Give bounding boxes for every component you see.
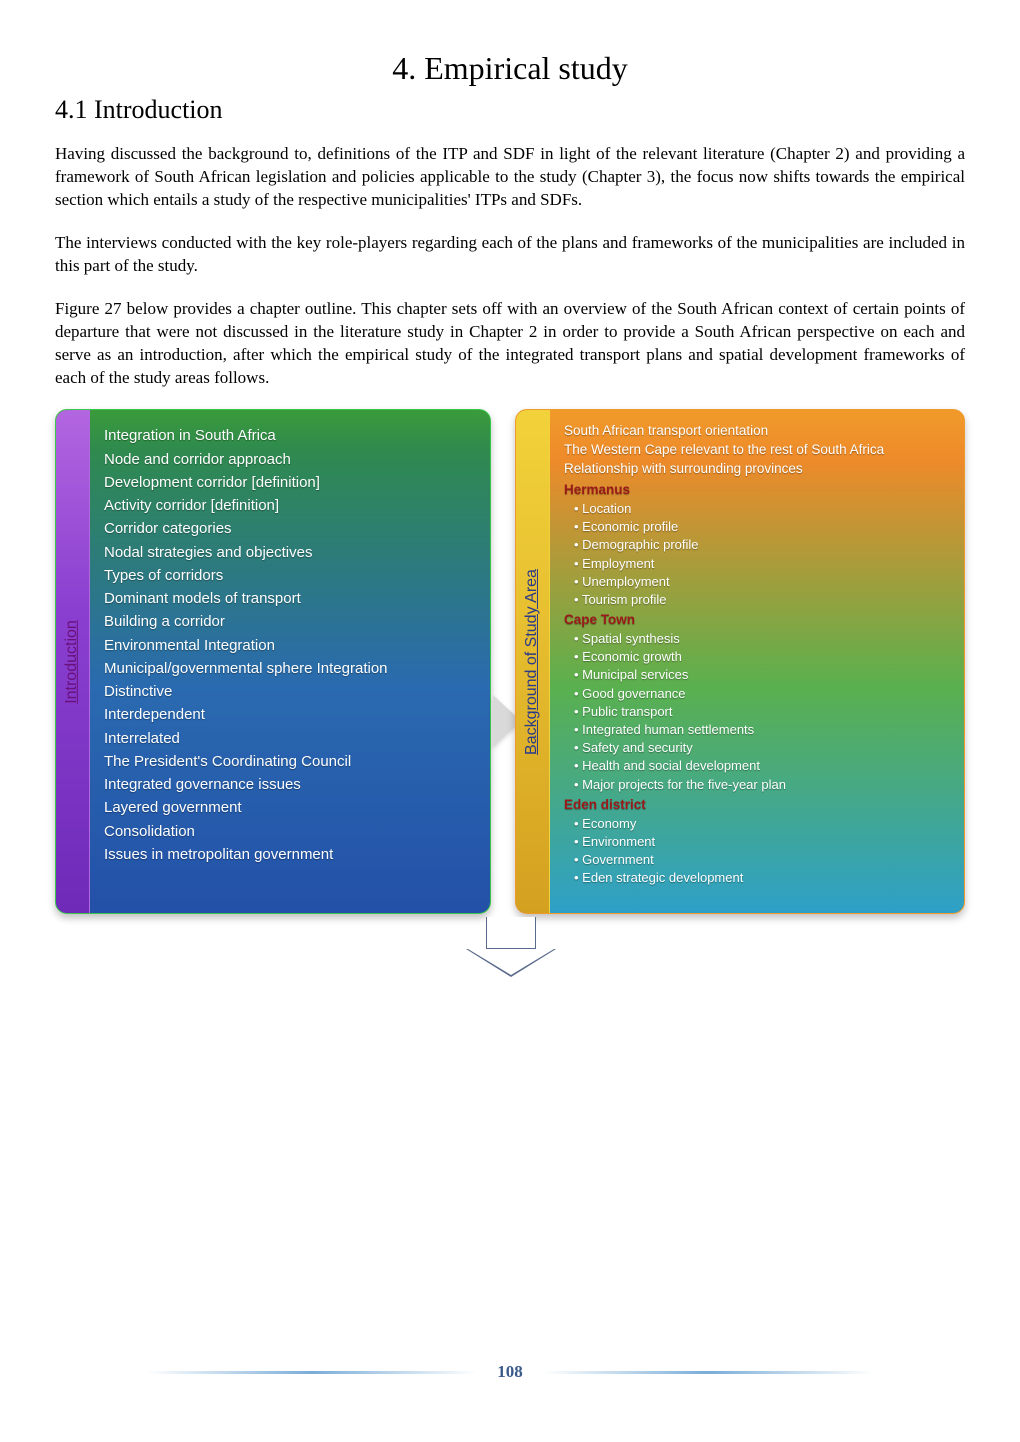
intro-item: Development corridor [definition] <box>104 471 480 494</box>
bg-bullet: • Economic profile <box>564 518 954 536</box>
bg-bullet: • Economy <box>564 815 954 833</box>
bg-bullet: • Environment <box>564 833 954 851</box>
bg-bullet: • Safety and security <box>564 739 954 757</box>
intro-item: Interdependent <box>104 703 480 726</box>
intro-item: Layered government <box>104 796 480 819</box>
intro-item: Interrelated <box>104 727 480 750</box>
bg-bullet: • Integrated human settlements <box>564 721 954 739</box>
intro-item: Dominant models of transport <box>104 587 480 610</box>
outline-diagram: Introduction Integration in South Africa… <box>55 409 965 969</box>
background-tab-label: Background of Study Area <box>523 569 541 755</box>
bg-bullet: • Government <box>564 851 954 869</box>
intro-item: Distinctive <box>104 680 480 703</box>
background-card: Background of Study Area South African t… <box>515 409 965 914</box>
bg-bullet: • Health and social development <box>564 757 954 775</box>
paragraph-1: Having discussed the background to, defi… <box>55 143 965 212</box>
intro-item: Municipal/governmental sphere Integratio… <box>104 657 480 680</box>
bg-section-heading: Hermanus <box>564 481 954 500</box>
bg-bullet: • Unemployment <box>564 573 954 591</box>
bg-bullet: • Demographic profile <box>564 536 954 554</box>
arrow-down-icon <box>451 917 571 979</box>
introduction-card-body: Integration in South Africa Node and cor… <box>104 424 480 866</box>
bg-intro-line: The Western Cape relevant to the rest of… <box>564 441 954 460</box>
bg-bullet: • Spatial synthesis <box>564 630 954 648</box>
introduction-card: Introduction Integration in South Africa… <box>55 409 491 914</box>
section-title: 4.1 Introduction <box>55 95 965 125</box>
intro-item: Activity corridor [definition] <box>104 494 480 517</box>
bg-bullet: • Eden strategic development <box>564 869 954 887</box>
intro-item: Consolidation <box>104 820 480 843</box>
bg-bullet: • Good governance <box>564 685 954 703</box>
intro-item: Corridor categories <box>104 517 480 540</box>
bg-bullet: • Tourism profile <box>564 591 954 609</box>
footer-divider-right <box>543 1371 873 1374</box>
background-card-body: South African transport orientation The … <box>564 422 954 887</box>
bg-bullet: • Public transport <box>564 703 954 721</box>
introduction-tab: Introduction <box>55 409 90 914</box>
intro-item: Building a corridor <box>104 610 480 633</box>
background-tab: Background of Study Area <box>515 409 550 914</box>
intro-item: The President's Coordinating Council <box>104 750 480 773</box>
intro-item: Node and corridor approach <box>104 448 480 471</box>
footer-divider-left <box>147 1371 477 1374</box>
bg-intro-line: Relationship with surrounding provinces <box>564 460 954 479</box>
intro-item: Nodal strategies and objectives <box>104 541 480 564</box>
paragraph-2: The interviews conducted with the key ro… <box>55 232 965 278</box>
introduction-tab-label: Introduction <box>63 620 81 704</box>
intro-item: Environmental Integration <box>104 634 480 657</box>
bg-bullet: • Location <box>564 500 954 518</box>
intro-item: Integrated governance issues <box>104 773 480 796</box>
intro-item: Issues in metropolitan government <box>104 843 480 866</box>
bg-bullet: • Economic growth <box>564 648 954 666</box>
bg-section-heading: Cape Town <box>564 611 954 630</box>
page-number: 108 <box>497 1362 523 1382</box>
bg-intro-line: South African transport orientation <box>564 422 954 441</box>
chapter-title: 4. Empirical study <box>55 50 965 87</box>
page-footer: 108 <box>0 1362 1020 1382</box>
bg-bullet: • Major projects for the five-year plan <box>564 776 954 794</box>
intro-item: Integration in South Africa <box>104 424 480 447</box>
intro-item: Types of corridors <box>104 564 480 587</box>
bg-bullet: • Municipal services <box>564 666 954 684</box>
bg-section-heading: Eden district <box>564 796 954 815</box>
paragraph-3: Figure 27 below provides a chapter outli… <box>55 298 965 390</box>
bg-bullet: • Employment <box>564 555 954 573</box>
